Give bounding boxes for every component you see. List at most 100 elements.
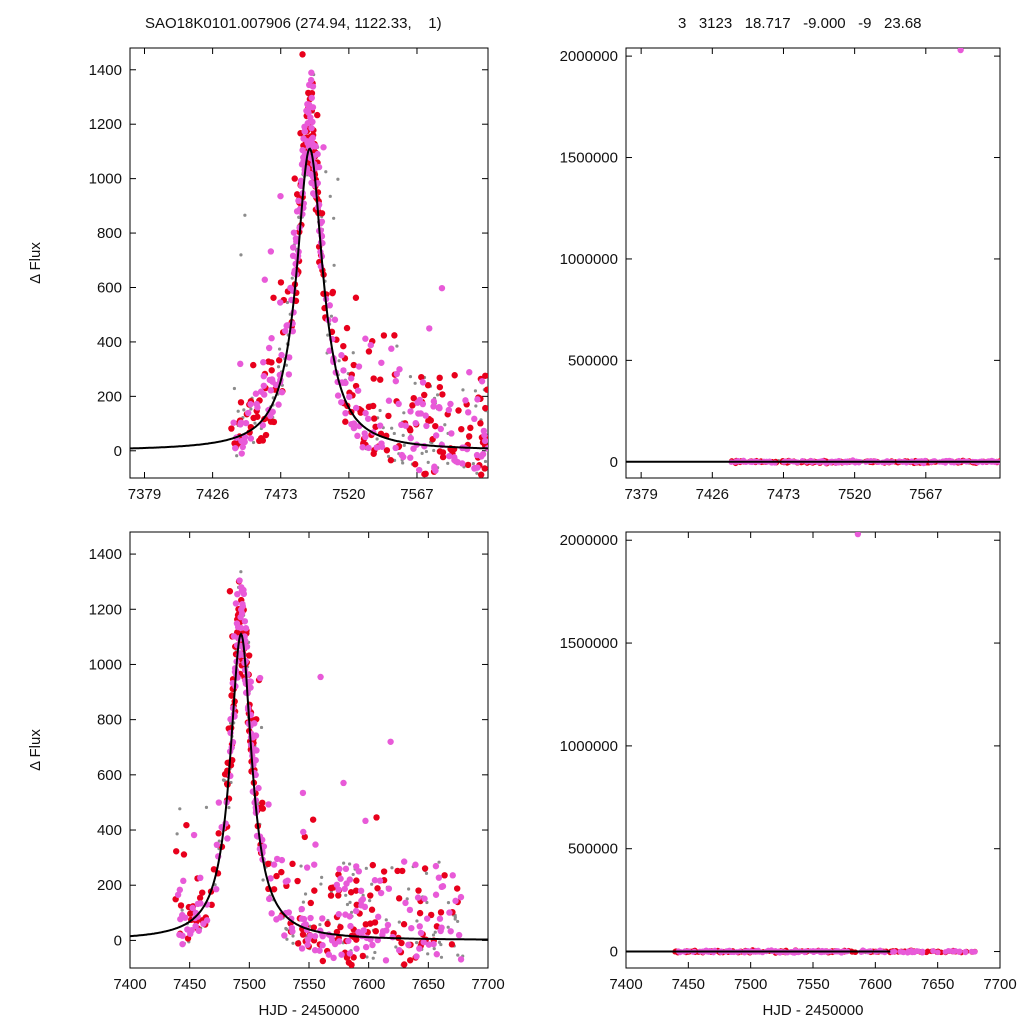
magenta-point [426, 325, 433, 332]
x-tick-label: 7500 [734, 976, 767, 993]
gray-point [397, 920, 401, 924]
y-tick-label: 800 [97, 712, 122, 729]
gray-point [384, 918, 388, 922]
x-tick-label: 7700 [471, 976, 504, 993]
red-point [371, 919, 379, 926]
red-point [237, 399, 245, 406]
magenta-point [309, 134, 317, 142]
x-axis-label: HJD - 2450000 [763, 1002, 864, 1019]
red-point [250, 361, 257, 369]
gray-point [483, 459, 488, 464]
magenta-point [354, 387, 362, 394]
magenta-point [445, 406, 453, 414]
red-point [270, 886, 278, 893]
panel-bottom-right: 7400 7450 7500 7550 7600 7650 7700 0 500000 10000… [560, 531, 1017, 1019]
magenta-point [350, 424, 358, 432]
magenta-point [432, 432, 440, 439]
red-point [353, 877, 360, 884]
red-point [439, 453, 447, 461]
red-point [324, 920, 331, 928]
magenta-point [432, 862, 440, 870]
magenta-point [308, 94, 315, 102]
red-point [268, 367, 275, 374]
plot-frame [625, 47, 1001, 479]
magenta-point [376, 422, 384, 429]
x-tick-label: 7567 [909, 486, 942, 503]
data-points [626, 532, 978, 956]
red-point [458, 425, 465, 433]
gray-point [291, 941, 295, 945]
magenta-point [384, 921, 392, 929]
red-point [305, 89, 312, 97]
gray-point [413, 381, 417, 385]
red-point [264, 860, 272, 868]
gray-point [259, 725, 264, 730]
gray-point [285, 937, 289, 941]
gray-point [301, 900, 306, 904]
red-point [365, 403, 373, 411]
magenta-point [195, 927, 202, 934]
gray-point [303, 892, 308, 896]
gray-point [297, 215, 301, 219]
gray-point [365, 955, 369, 959]
red-point [395, 895, 403, 902]
gray-point [180, 908, 184, 912]
red-point [215, 830, 222, 837]
gray-point [426, 460, 430, 465]
gray-point [443, 423, 447, 427]
magenta-point [436, 404, 443, 412]
magenta-point [919, 948, 926, 955]
x-tick-label: 7379 [128, 486, 161, 503]
magenta-point [362, 433, 369, 441]
red-point [398, 939, 405, 947]
magenta-point [281, 932, 288, 939]
red-point [327, 892, 335, 899]
red-point [254, 413, 261, 420]
magenta-point [303, 864, 311, 871]
gray-point [291, 934, 295, 938]
magenta-point [435, 874, 443, 881]
magenta-point [471, 415, 478, 423]
magenta-point [354, 432, 361, 440]
red-point [455, 407, 462, 414]
red-point [465, 433, 473, 440]
x-axis-label: HJD - 2450000 [259, 1002, 360, 1019]
magenta-point [311, 861, 318, 868]
red-point [483, 386, 488, 393]
magenta-point [305, 109, 312, 116]
magenta-point [299, 146, 306, 154]
gray-point [329, 314, 334, 318]
magenta-point [286, 354, 293, 361]
gray-point [408, 374, 413, 379]
magenta-point [970, 949, 976, 955]
gray-point [319, 882, 323, 886]
magenta-point [213, 841, 221, 849]
magenta-point [447, 400, 454, 408]
magenta-point [350, 420, 358, 427]
gray-point [318, 922, 322, 927]
y-tick-label: 200 [97, 388, 122, 405]
magenta-point [315, 163, 323, 171]
red-point [270, 294, 277, 301]
red-point [350, 954, 357, 961]
magenta-point [267, 387, 274, 394]
gray-point [239, 253, 243, 257]
magenta-point [300, 135, 307, 142]
magenta-point [184, 926, 191, 933]
magenta-point [347, 375, 355, 382]
gray-point [239, 570, 243, 574]
magenta-point [405, 941, 412, 949]
magenta-point [935, 949, 941, 956]
magenta-point [423, 422, 430, 430]
magenta-point [302, 921, 309, 928]
red-point [345, 959, 353, 966]
magenta-point [256, 674, 264, 682]
magenta-point [897, 948, 903, 955]
magenta-point [436, 915, 444, 922]
magenta-point [392, 377, 400, 385]
y-tick-label: 0 [114, 443, 122, 460]
gray-point [261, 878, 265, 882]
magenta-point [270, 861, 278, 868]
red-point [350, 361, 357, 369]
magenta-point [309, 104, 317, 111]
